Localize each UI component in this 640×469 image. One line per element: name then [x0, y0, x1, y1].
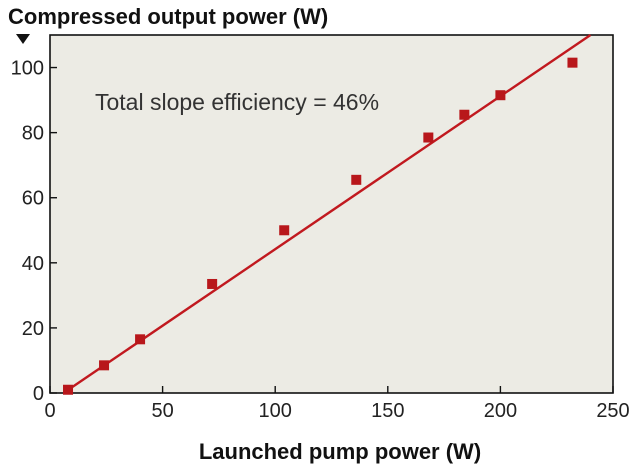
data-points — [63, 57, 578, 395]
x-axis-label: Launched pump power (W) — [199, 439, 481, 464]
y-tick-label: 100 — [11, 58, 44, 80]
x-tick-label: 0 — [44, 400, 55, 422]
slope-annotation: Total slope efficiency = 46% — [95, 89, 379, 115]
y-tick-label: 0 — [33, 383, 44, 405]
x-tick-label: 50 — [151, 400, 173, 422]
data-point — [99, 360, 110, 371]
y-tick-label: 80 — [22, 123, 44, 145]
axis-ticks: 0 50 100 150 200 250 0 20 40 60 80 100 — [11, 58, 630, 422]
title-marker-icon — [16, 34, 30, 44]
data-point — [567, 57, 578, 68]
x-tick-label: 150 — [371, 400, 404, 422]
data-point — [351, 174, 362, 185]
y-tick-label: 60 — [22, 188, 44, 210]
data-point — [423, 132, 434, 143]
chart-title: Compressed output power (W) — [8, 4, 328, 29]
data-point — [279, 225, 290, 236]
data-point — [459, 109, 470, 120]
plot-area — [49, 34, 614, 394]
data-point — [135, 334, 146, 345]
y-tick-label: 40 — [22, 253, 44, 275]
x-tick-label: 200 — [484, 400, 517, 422]
x-tick-label: 250 — [596, 400, 629, 422]
x-tick-label: 100 — [259, 400, 292, 422]
data-point — [207, 278, 218, 289]
data-point — [495, 90, 506, 101]
y-tick-label: 20 — [22, 318, 44, 340]
data-point — [63, 384, 74, 395]
